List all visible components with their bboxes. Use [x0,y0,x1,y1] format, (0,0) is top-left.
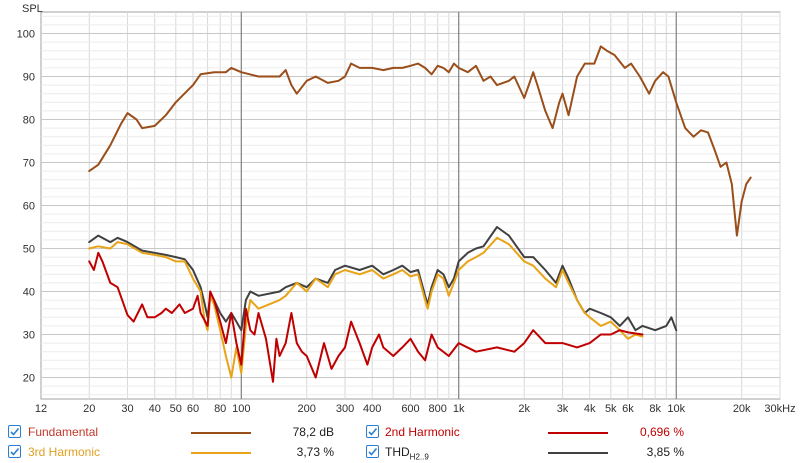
x-tick-label: 400 [363,403,381,415]
y-tick-label: 90 [23,72,35,84]
x-tick-label: 30kHz [764,403,795,415]
legend-swatch-fundamental [191,432,251,434]
y-tick-label: 80 [23,115,35,127]
y-tick-label: 30 [23,330,35,342]
legend-label-fundamental: Fundamental [28,425,99,439]
y-axis-label: SPL [22,3,43,15]
legend-swatch-thd [548,452,608,454]
x-tick-label: 60 [187,403,199,415]
x-tick-label: 6k [622,403,634,415]
x-tick-label: 800 [428,403,446,415]
x-tick-label: 10k [667,403,685,415]
checkbox-thd[interactable] [366,445,379,458]
legend-value-3rd-harmonic: 3,73 % [296,445,334,459]
x-tick-label: 12 [35,403,47,415]
series-line-fundamental [88,45,752,237]
x-tick-label: 8k [649,403,661,415]
legend: Fundamental 78,2 dB 3rd Harmonic 3,73 % … [0,420,800,463]
x-tick-label: 20 [83,403,95,415]
x-tick-label: 1k [453,403,465,415]
legend-item-3rd-harmonic[interactable]: 3rd Harmonic 3,73 % [8,444,388,462]
series-line-3rd-harmonic [88,236,644,379]
legend-swatch-3rd-harmonic [191,452,251,454]
x-tick-label: 40 [149,403,161,415]
x-tick-label: 30 [121,403,133,415]
x-tick-label: 50 [170,403,182,415]
checkbox-3rd-harmonic[interactable] [8,445,21,458]
y-tick-label: 100 [17,29,35,41]
x-tick-label: 4k [584,403,596,415]
series-line-2nd-harmonic [88,251,644,383]
x-tick-label: 600 [401,403,419,415]
x-tick-label: 2k [518,403,530,415]
legend-item-fundamental[interactable]: Fundamental 78,2 dB [8,424,388,442]
x-tick-label: 5k [605,403,617,415]
x-tick-label: 20k [733,403,751,415]
legend-swatch-2nd-harmonic [548,432,608,434]
x-tick-label: 80 [214,403,226,415]
checkbox-fundamental[interactable] [8,425,21,438]
x-tick-label: 3k [557,403,569,415]
legend-item-thd[interactable]: THDH2..9 3,85 % [366,444,696,462]
y-tick-label: 70 [23,158,35,170]
legend-label-thd: THDH2..9 [385,445,429,462]
y-tick-label: 20 [23,373,35,385]
legend-label-thd-sub: H2..9 [409,452,429,462]
x-tick-label: 100 [232,403,250,415]
checkbox-2nd-harmonic[interactable] [366,425,379,438]
legend-value-thd: 3,85 % [646,445,684,459]
legend-item-2nd-harmonic[interactable]: 2nd Harmonic 0,696 % [366,424,696,442]
y-tick-label: 40 [23,287,35,299]
legend-label-2nd-harmonic: 2nd Harmonic [385,425,460,439]
x-tick-label: 300 [336,403,354,415]
chart: 20 30 40 50 60 70 80 90 100 12 20 30 40 50 60 80 100 200 3… [17,3,796,415]
legend-value-fundamental: 78,2 dB [292,425,334,439]
y-tick-label: 50 [23,244,35,256]
legend-label-3rd-harmonic: 3rd Harmonic [28,445,101,459]
legend-value-2nd-harmonic: 0,696 % [639,425,684,439]
x-tick-label: 200 [298,403,316,415]
y-tick-label: 60 [23,201,35,213]
